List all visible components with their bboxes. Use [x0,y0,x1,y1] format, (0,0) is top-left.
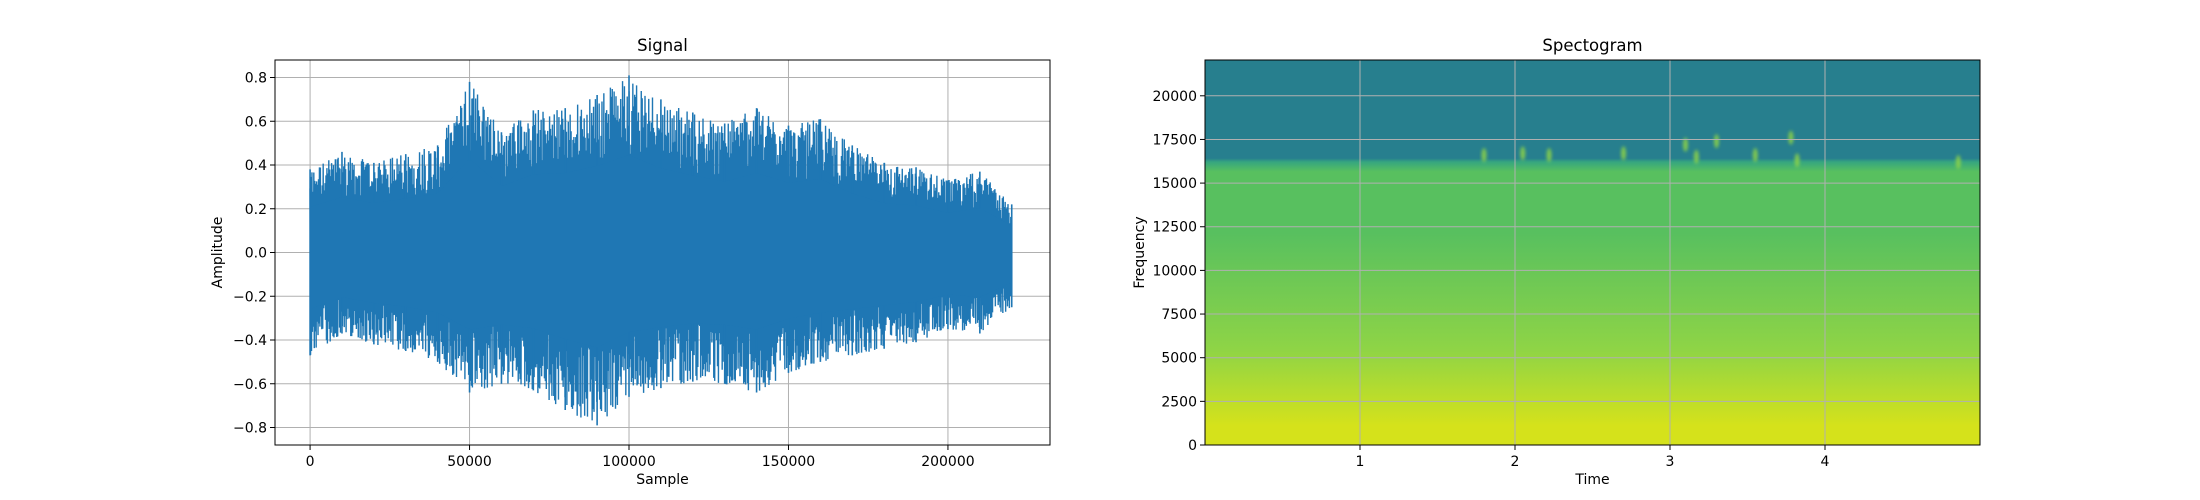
signal-y-tick-label: 0.0 [245,246,267,262]
spectrogram-spikes [1481,130,1961,170]
spectrogram-spike [1752,148,1758,163]
signal-x-tick-label: 150000 [762,454,815,470]
spectrogram-y-tick-label: 15000 [1152,176,1197,192]
spectrogram-spike [1955,155,1961,170]
spectrogram-axes-frame [1204,59,1981,446]
spectrogram-ticks: 1 2 3 4 0 2500 5000 7500 10000 12500 15000 17500 200… [1152,89,1829,470]
signal-y-tick-label: −0.8 [233,421,267,437]
signal-y-tick-label: 0.6 [245,114,267,130]
signal-y-tick-label: −0.4 [233,333,267,349]
spectrogram-spike [1693,149,1699,164]
spectrogram-spike [1788,130,1794,145]
signal-y-tick-label: −0.2 [233,289,267,305]
spectrogram-spike [1481,148,1487,163]
spectrogram-y-tick-label: 17500 [1152,132,1197,148]
spectrogram-y-tick-label: 0 [1188,438,1197,454]
spectrogram-x-tick-label: 3 [1666,454,1675,470]
signal-x-tick-label: 0 [306,454,315,470]
signal-x-axis-label: Sample [636,472,689,488]
spectrogram-spike [1714,134,1719,149]
spectrogram-y-tick-label: 12500 [1152,220,1197,236]
signal-x-tick-label: 50000 [447,454,492,470]
signal-y-tick-label: 0.4 [245,158,267,174]
spectrogram-panel: 1 2 3 4 0 2500 5000 7500 10000 12500 15000 17500 200… [1132,36,1981,488]
spectrogram-spike [1546,148,1552,163]
spectrogram-spike [1520,146,1526,161]
signal-panel: 0 50000 100000 150000 200000 −0.8 −0.6 −0.4 −0.2… [210,36,1051,488]
spectrogram-y-tick-label: 2500 [1161,394,1197,410]
signal-x-tick-label: 200000 [921,454,974,470]
spectrogram-y-tick-label: 10000 [1152,263,1197,279]
signal-y-tick-label: 0.2 [245,202,267,218]
spectrogram-y-tick-label: 5000 [1161,351,1197,367]
signal-ticks: 0 50000 100000 150000 200000 −0.8 −0.6 −0.4 −0.2… [233,71,975,471]
signal-y-tick-label: −0.6 [233,377,267,393]
spectrogram-y-tick-label: 7500 [1161,307,1197,323]
spectrogram-spike [1621,146,1626,161]
signal-x-tick-label: 100000 [602,454,655,470]
signal-core-band [310,155,1012,348]
spectrogram-spike [1683,137,1688,152]
spectrogram-x-tick-label: 4 [1821,454,1830,470]
spectrogram-title: Spectogram [1542,36,1642,55]
spectrogram-x-tick-label: 2 [1511,454,1520,470]
signal-waveform [309,75,1013,426]
signal-y-tick-label: 0.8 [245,71,267,87]
spectrogram-y-tick-label: 20000 [1152,89,1197,105]
spectrogram-y-axis-label: Frequency [1132,216,1148,288]
spectrogram-spike [1794,153,1800,168]
spectrogram-x-axis-label: Time [1574,472,1609,488]
spectrogram-grid [1205,60,1980,446]
spectrogram-image [1205,60,1980,445]
signal-title: Signal [637,36,688,55]
signal-y-axis-label: Amplitude [210,217,226,289]
spectrogram-x-tick-label: 1 [1356,454,1365,470]
